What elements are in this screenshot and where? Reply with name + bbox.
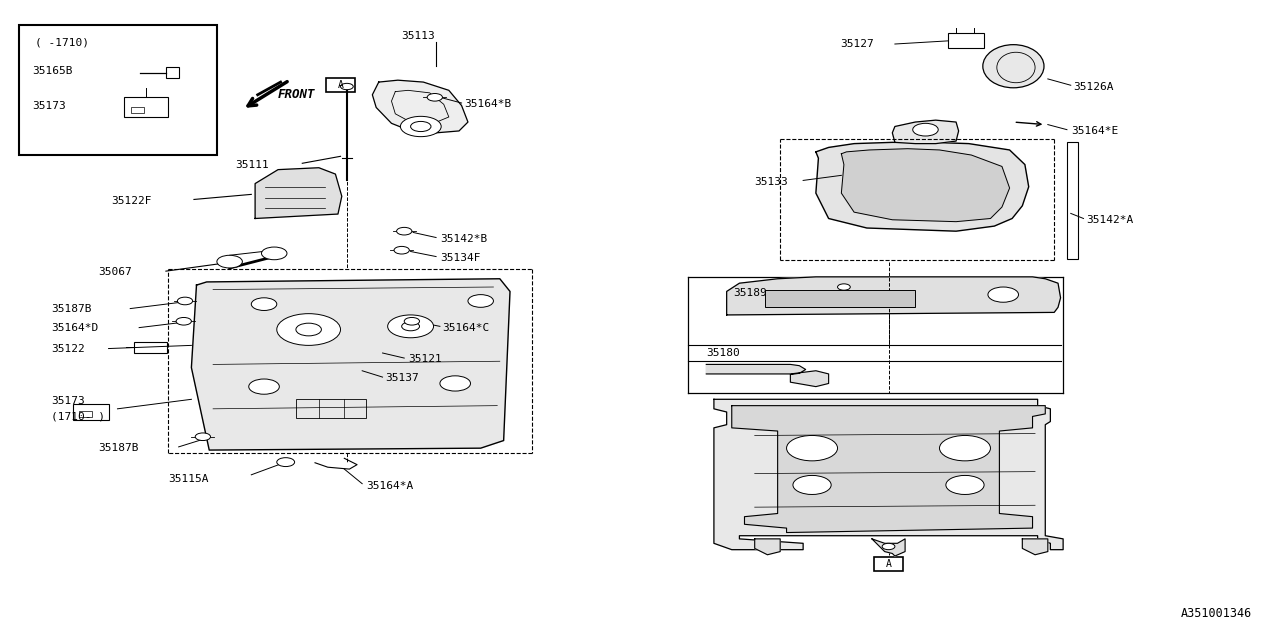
Circle shape — [946, 476, 984, 495]
Polygon shape — [707, 364, 828, 387]
Bar — [79, 411, 92, 417]
Text: 35187B: 35187B — [51, 303, 92, 314]
Text: 35164*C: 35164*C — [443, 323, 490, 333]
Circle shape — [296, 323, 321, 336]
Circle shape — [440, 376, 471, 391]
Text: 35189: 35189 — [733, 289, 767, 298]
Text: ( -1710): ( -1710) — [35, 38, 88, 48]
Bar — [874, 557, 902, 572]
Text: 35134F: 35134F — [440, 253, 480, 263]
Circle shape — [411, 122, 431, 132]
Text: FRONT: FRONT — [278, 88, 316, 101]
Text: A: A — [886, 559, 891, 569]
Circle shape — [276, 458, 294, 467]
Circle shape — [397, 227, 412, 235]
Text: 35133: 35133 — [755, 177, 788, 187]
Text: 35137: 35137 — [385, 373, 419, 383]
Circle shape — [913, 124, 938, 136]
Circle shape — [792, 476, 831, 495]
Text: 35173: 35173 — [51, 396, 84, 406]
Polygon shape — [714, 399, 1064, 550]
Bar — [124, 97, 169, 117]
Text: 35126A: 35126A — [1074, 81, 1114, 92]
Bar — [296, 399, 366, 419]
Bar — [19, 25, 216, 155]
Ellipse shape — [983, 45, 1044, 88]
Circle shape — [787, 435, 837, 461]
Text: 35142*A: 35142*A — [1085, 215, 1133, 225]
Text: 35164*E: 35164*E — [1071, 126, 1117, 136]
Circle shape — [178, 297, 193, 305]
Polygon shape — [732, 406, 1046, 532]
Text: 35122F: 35122F — [111, 196, 151, 205]
Circle shape — [216, 255, 242, 268]
Text: 35122: 35122 — [51, 344, 84, 353]
Bar — [73, 404, 109, 420]
Circle shape — [882, 543, 895, 550]
Bar — [948, 33, 984, 49]
Text: 35164*D: 35164*D — [51, 323, 99, 333]
Circle shape — [401, 116, 442, 137]
Circle shape — [196, 433, 210, 440]
Circle shape — [276, 314, 340, 346]
Circle shape — [428, 93, 443, 101]
Circle shape — [177, 317, 192, 325]
Polygon shape — [892, 120, 959, 143]
Polygon shape — [872, 539, 905, 556]
Text: 35111: 35111 — [234, 159, 269, 170]
Text: 35173: 35173 — [32, 101, 65, 111]
Polygon shape — [815, 142, 1029, 231]
Text: 35180: 35180 — [707, 348, 740, 358]
Bar — [134, 342, 168, 353]
Polygon shape — [1023, 539, 1048, 555]
Text: 35187B: 35187B — [99, 443, 138, 453]
Text: A: A — [338, 80, 343, 90]
Circle shape — [468, 294, 493, 307]
Text: 35142*B: 35142*B — [440, 234, 488, 244]
Circle shape — [251, 298, 276, 310]
Bar — [765, 289, 915, 307]
Polygon shape — [841, 148, 1010, 221]
Polygon shape — [372, 80, 468, 133]
Circle shape — [404, 317, 420, 325]
Polygon shape — [755, 539, 781, 555]
Polygon shape — [192, 279, 509, 450]
Bar — [166, 67, 179, 77]
Text: 35164*B: 35164*B — [465, 99, 512, 109]
Polygon shape — [255, 168, 342, 218]
Circle shape — [388, 315, 434, 338]
Text: 35164*A: 35164*A — [366, 481, 413, 492]
Bar — [1068, 141, 1079, 259]
Text: (1710- ): (1710- ) — [51, 412, 105, 421]
Text: 35113: 35113 — [402, 31, 435, 41]
Text: A351001346: A351001346 — [1180, 607, 1252, 620]
Circle shape — [837, 284, 850, 290]
Circle shape — [402, 322, 420, 331]
Text: 35067: 35067 — [99, 268, 132, 277]
Text: 35127: 35127 — [840, 39, 874, 49]
Circle shape — [248, 379, 279, 394]
Text: 35165B: 35165B — [32, 66, 73, 76]
Circle shape — [261, 247, 287, 260]
Bar — [326, 78, 355, 92]
Circle shape — [940, 435, 991, 461]
Circle shape — [340, 83, 353, 90]
Polygon shape — [727, 277, 1061, 315]
Circle shape — [394, 246, 410, 254]
Bar — [132, 107, 145, 113]
Text: 35115A: 35115A — [169, 474, 209, 484]
Text: 35121: 35121 — [408, 355, 442, 364]
Circle shape — [988, 287, 1019, 302]
